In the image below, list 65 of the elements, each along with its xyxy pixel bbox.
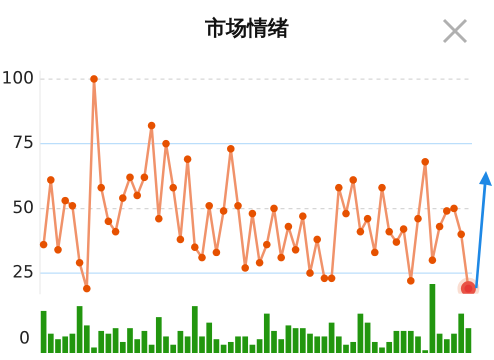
point [407, 277, 415, 285]
point [54, 246, 62, 254]
point [371, 248, 379, 256]
point [335, 184, 343, 192]
point [176, 236, 184, 244]
y-tick-label: 75 [12, 133, 34, 154]
point [356, 228, 364, 236]
point [277, 254, 285, 262]
point [212, 248, 220, 256]
point [421, 158, 429, 166]
point [328, 274, 336, 282]
point [457, 230, 465, 238]
y-tick-label: 50 [12, 198, 34, 218]
point [119, 194, 127, 202]
text: 0 [19, 328, 30, 348]
point [263, 240, 271, 248]
point [61, 196, 69, 204]
point [400, 225, 408, 233]
point [47, 176, 55, 184]
point [126, 174, 134, 182]
point [443, 207, 451, 215]
point [299, 212, 307, 220]
point [184, 155, 192, 164]
point [112, 228, 120, 236]
point [68, 202, 76, 210]
point [169, 184, 177, 192]
point [428, 256, 436, 264]
point [342, 210, 350, 218]
point [104, 218, 112, 226]
y-tick-label: 25 [12, 262, 34, 283]
point [414, 214, 422, 223]
point [270, 204, 278, 212]
point [313, 236, 321, 244]
point [90, 75, 98, 83]
point [162, 140, 170, 148]
point [385, 228, 393, 236]
point [155, 214, 163, 223]
point [205, 202, 213, 210]
point [220, 207, 228, 215]
point [248, 210, 256, 218]
chart-title: 市场情绪 [204, 15, 290, 42]
point [97, 184, 105, 192]
point [256, 258, 264, 267]
point [378, 184, 386, 192]
y-tick-label: 100 [2, 68, 34, 88]
point [241, 264, 249, 272]
point [40, 240, 48, 248]
point [140, 174, 148, 182]
point [133, 192, 141, 200]
point [191, 243, 199, 252]
point [227, 145, 235, 153]
point [392, 238, 400, 246]
point [76, 258, 84, 267]
point [450, 204, 458, 212]
point [198, 254, 206, 262]
point [320, 274, 328, 282]
point [306, 269, 314, 277]
point [436, 222, 444, 230]
point [234, 202, 242, 210]
point [148, 122, 156, 130]
point [284, 222, 292, 230]
point [349, 176, 357, 184]
point [292, 246, 300, 254]
point [364, 214, 372, 223]
point [83, 284, 91, 292]
